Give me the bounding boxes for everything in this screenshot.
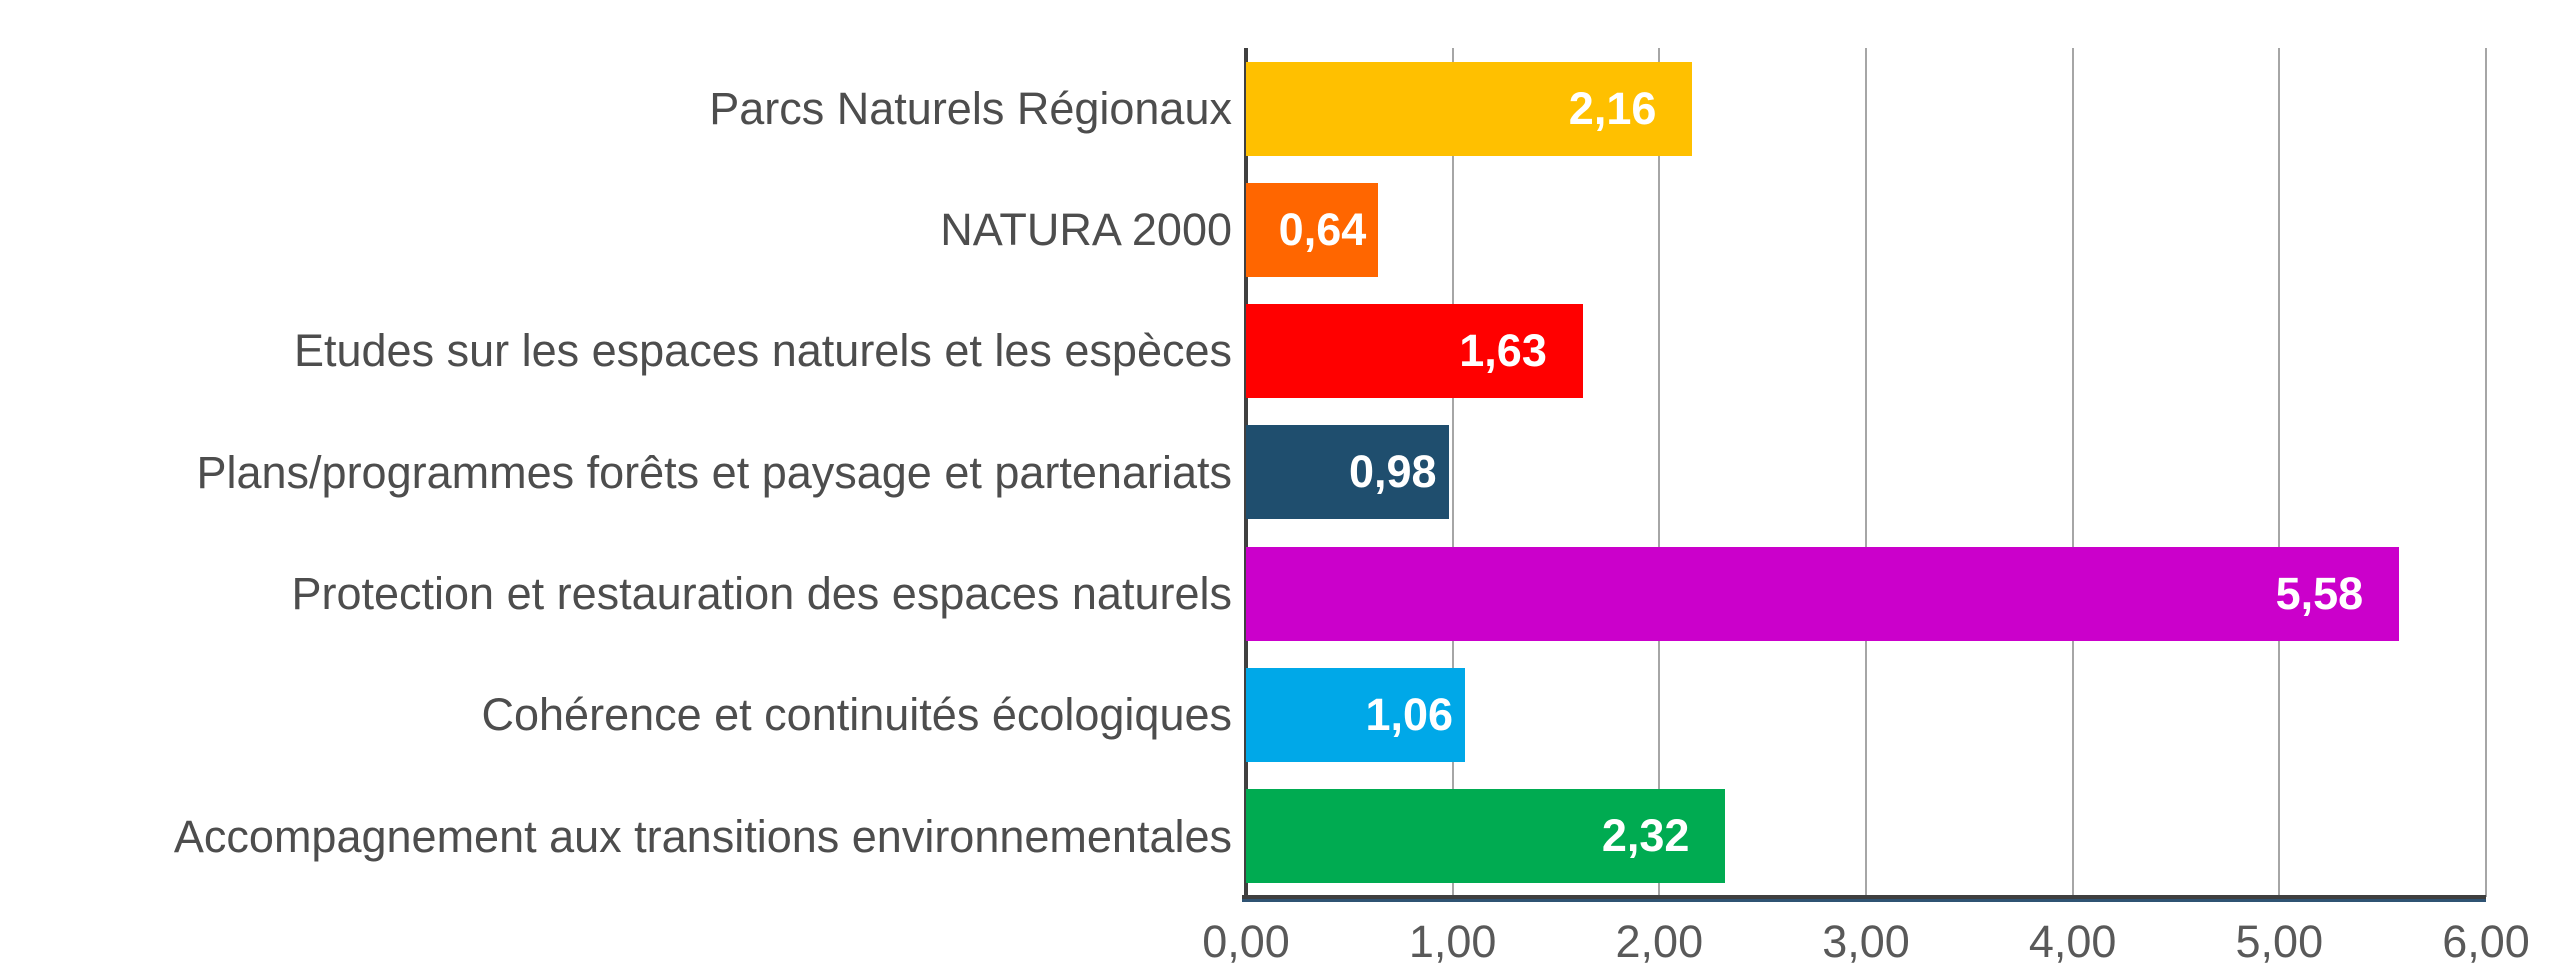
bar: 0,64 xyxy=(1246,182,1379,277)
bar: 1,63 xyxy=(1246,304,1583,399)
bar-row: 2,16 xyxy=(1246,48,2486,169)
vertical-gridline xyxy=(2071,48,2074,897)
x-tick-label: 1,00 xyxy=(1408,916,1497,967)
category-label: Plans/programmes forêts et paysage et pa… xyxy=(196,446,1232,498)
x-axis-tick-labels: 0,00 1,00 2,00 3,00 4,00 5,00 6,00 xyxy=(1202,916,2530,971)
bar-row: 2,32 xyxy=(1246,776,2486,897)
bar: 0,98 xyxy=(1246,425,1449,520)
vertical-gridline xyxy=(1865,48,1867,897)
bar: 1,06 xyxy=(1246,668,1466,763)
x-tick-label: 4,00 xyxy=(2028,916,2117,967)
plot-area: 2,16 0,64 1,63 0,98 5,58 1,06 2,32 xyxy=(1242,48,2487,902)
x-tick-label: 2,00 xyxy=(1615,916,1704,967)
category-label: Accompagnement aux transitions environne… xyxy=(173,810,1232,862)
category-label: Etudes sur les espaces naturels et les e… xyxy=(293,325,1232,377)
category-label: Parcs Naturels Régionaux xyxy=(709,82,1232,134)
bar-value-label: 0,98 xyxy=(1348,446,1437,498)
bar: 2,32 xyxy=(1246,789,1726,884)
bar-value-label: 0,64 xyxy=(1278,203,1367,255)
category-label: Cohérence et continuités écologiques xyxy=(481,689,1233,741)
bar-value-label: 5,58 xyxy=(2275,567,2364,619)
bar-row: 5,58 xyxy=(1246,533,2486,654)
x-tick-label: 0,00 xyxy=(1202,916,1290,967)
category-label: Protection et restauration des espaces n… xyxy=(291,568,1232,620)
x-tick-label: 3,00 xyxy=(1822,916,1910,967)
bar: 5,58 xyxy=(1246,546,2400,641)
bar: 2,16 xyxy=(1246,61,1693,156)
category-axis-labels: Parcs Naturels Régionaux NATURA 2000 Etude… xyxy=(0,48,1232,897)
x-axis-line-accent xyxy=(1242,899,2486,902)
bar-row: 0,64 xyxy=(1246,169,2486,290)
vertical-gridline xyxy=(1658,48,1661,897)
vertical-gridline xyxy=(2485,48,2487,897)
bar-value-label: 1,06 xyxy=(1365,689,1454,741)
category-label: NATURA 2000 xyxy=(940,204,1232,256)
x-tick-label: 6,00 xyxy=(2442,916,2530,967)
bar-value-label: 1,63 xyxy=(1459,325,1547,377)
bar-row: 0,98 xyxy=(1246,412,2486,533)
x-axis-line xyxy=(1242,895,2486,899)
bar-row: 1,63 xyxy=(1246,291,2486,412)
bar-value-label: 2,32 xyxy=(1601,810,1690,862)
x-tick-label: 5,00 xyxy=(2235,916,2324,967)
bar-value-label: 2,16 xyxy=(1568,82,1657,134)
vertical-gridline xyxy=(2278,48,2281,897)
bar-row: 1,06 xyxy=(1246,654,2486,775)
vertical-gridline xyxy=(1451,48,1454,897)
